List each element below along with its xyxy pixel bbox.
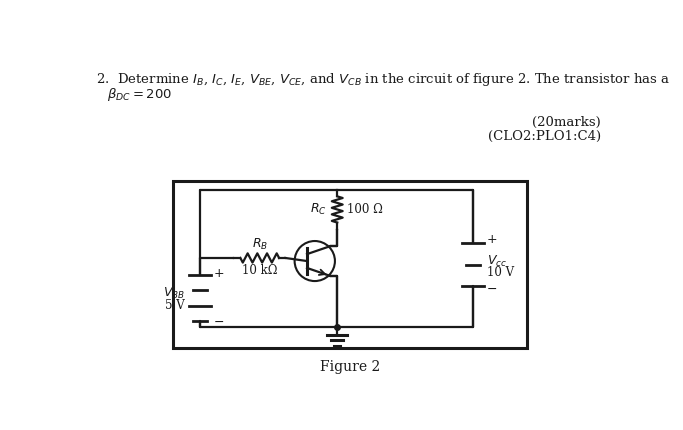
Text: +: + [214,267,225,280]
Text: 10 kΩ: 10 kΩ [242,264,277,277]
Circle shape [294,241,335,281]
Text: +: + [487,233,497,246]
Text: Figure 2: Figure 2 [320,360,380,374]
Text: 2.  Determine $I_B$, $I_C$, $I_E$, $V_{BE}$, $V_{CE}$, and $V_{CB}$ in the circu: 2. Determine $I_B$, $I_C$, $I_E$, $V_{BE… [96,71,671,88]
Text: 5 V: 5 V [165,299,184,312]
Text: $\beta_{DC}=200$: $\beta_{DC}=200$ [107,86,172,103]
Text: (CLO2:PLO1:C4): (CLO2:PLO1:C4) [488,130,601,143]
Text: (20marks): (20marks) [532,116,601,129]
Text: $R_B$: $R_B$ [251,237,268,252]
Text: $R_C$: $R_C$ [310,202,327,217]
Text: −: − [487,283,497,296]
Text: −: − [214,316,225,329]
Text: 10 V: 10 V [487,266,514,279]
Text: $V_{BB}$: $V_{BB}$ [163,286,184,301]
Text: 100 Ω: 100 Ω [346,203,382,216]
Bar [173,181,527,348]
Text: $V_{cc}$: $V_{cc}$ [487,254,507,269]
